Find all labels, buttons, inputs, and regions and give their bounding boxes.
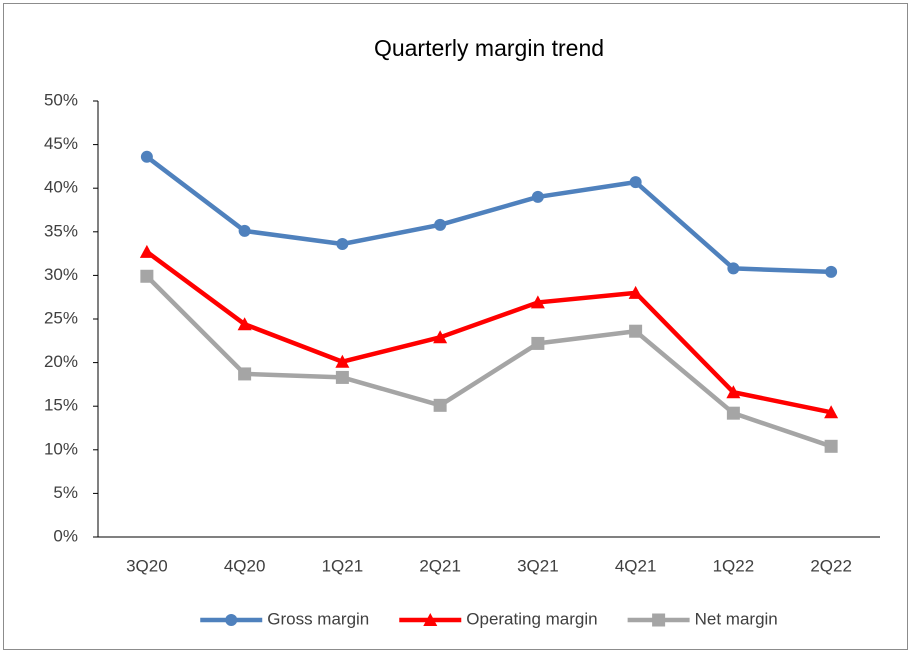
data-point [238, 224, 251, 237]
series-line [145, 274, 832, 449]
x-tick-label: 1Q22 [713, 556, 755, 575]
data-point [531, 336, 545, 350]
data-point [238, 367, 252, 381]
y-tick-label: 20% [44, 352, 78, 371]
data-point [140, 150, 153, 163]
y-tick-label: 45% [44, 134, 78, 153]
legend-marker [225, 614, 238, 626]
legend-marker [423, 613, 438, 626]
chart-title: Quarterly margin trend [374, 35, 604, 61]
data-point [726, 406, 740, 420]
y-tick-label: 40% [44, 178, 78, 197]
data-point [530, 295, 545, 309]
x-tick-label: 3Q20 [126, 556, 168, 575]
y-tick-label: 25% [44, 308, 78, 327]
data-point [335, 354, 350, 368]
data-point [824, 405, 839, 419]
data-point [726, 385, 741, 399]
data-point [531, 190, 544, 203]
data-point [824, 439, 838, 453]
data-point [237, 317, 252, 331]
y-tick-label: 15% [44, 396, 78, 415]
data-point [727, 262, 740, 275]
y-tick-label: 30% [44, 265, 78, 284]
x-tick-label: 1Q21 [322, 556, 364, 575]
x-tick-label: 3Q21 [517, 556, 559, 575]
series-line [145, 155, 832, 275]
legend-label: Gross margin [267, 609, 369, 628]
data-point [336, 238, 349, 251]
data-point [433, 398, 447, 412]
x-tick-label: 4Q20 [224, 556, 266, 575]
data-point [628, 285, 643, 299]
x-tick-label: 2Q22 [810, 556, 852, 575]
y-tick-label: 0% [53, 526, 78, 545]
x-tick-label: 4Q21 [615, 556, 657, 575]
chart-border [3, 3, 908, 650]
data-point [825, 265, 838, 278]
y-tick-label: 35% [44, 221, 78, 240]
data-point [139, 244, 154, 258]
data-point [335, 370, 349, 384]
legend-marker [652, 613, 666, 627]
x-tick-label: 2Q21 [419, 556, 461, 575]
data-point [434, 218, 447, 231]
data-point [629, 324, 643, 338]
legend-label: Net margin [695, 609, 778, 628]
y-tick-label: 5% [53, 483, 78, 502]
series-line [145, 250, 832, 415]
data-point [629, 176, 642, 189]
y-tick-label: 10% [44, 439, 78, 458]
data-point [433, 330, 448, 344]
legend-label: Operating margin [466, 609, 597, 628]
y-tick-label: 50% [44, 90, 78, 109]
data-point [140, 269, 154, 283]
